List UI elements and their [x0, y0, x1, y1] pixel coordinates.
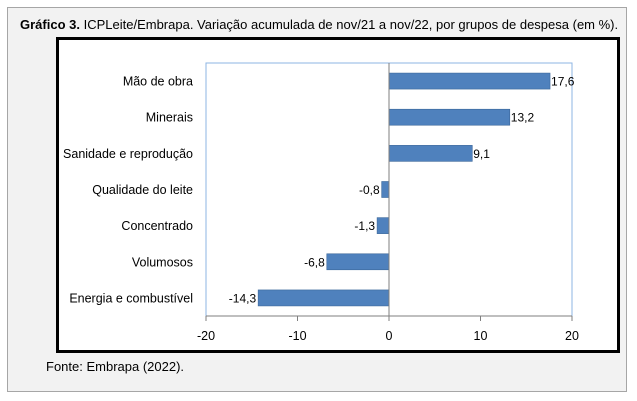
bar-3 [381, 181, 390, 198]
bar-0 [388, 72, 551, 90]
figure-caption: ICPLeite/Embrapa. Variação acumulada de … [83, 17, 619, 32]
bar-5 [326, 253, 390, 271]
category-label: Mão de obra [123, 75, 193, 89]
data-label: -6,8 [304, 255, 325, 269]
x-tick-label: 10 [474, 329, 488, 343]
x-tick-label: -10 [288, 329, 306, 343]
category-label: Volumosos [132, 255, 193, 269]
figure-title: Gráfico 3. ICPLeite/Embrapa. Variação ac… [20, 17, 618, 32]
bar-2 [388, 145, 473, 162]
data-label: 13,2 [511, 111, 535, 125]
category-label: Qualidade do leite [92, 183, 193, 197]
x-tick-label: 20 [565, 329, 579, 343]
bars [257, 72, 551, 307]
bar-1 [388, 108, 511, 126]
data-label: 17,6 [551, 75, 575, 89]
data-label: -0,8 [359, 183, 380, 197]
x-tick-label: 0 [386, 329, 393, 343]
x-axis: -20 -10 0 10 20 [197, 63, 579, 343]
data-label: -1,3 [354, 219, 375, 233]
data-label: 9,1 [473, 147, 490, 161]
category-label: Minerais [146, 111, 193, 125]
x-tick-label: -20 [197, 329, 215, 343]
category-label: Energia e combustível [69, 291, 193, 305]
category-labels: Mão de obra Minerais Sanidade e reprodução… [63, 75, 193, 306]
figure-number: Gráfico 3. [20, 17, 80, 32]
category-label: Sanidade e reprodução [63, 147, 193, 161]
bar-6 [257, 289, 390, 307]
source-note: Fonte: Embrapa (2022). [46, 359, 185, 374]
data-labels: 17,6 13,2 9,1 -0,8 -1,3 -6,8 -14,3 [229, 75, 575, 306]
category-label: Concentrado [121, 219, 193, 233]
bar-4 [376, 217, 390, 234]
data-label: -14,3 [229, 291, 257, 305]
